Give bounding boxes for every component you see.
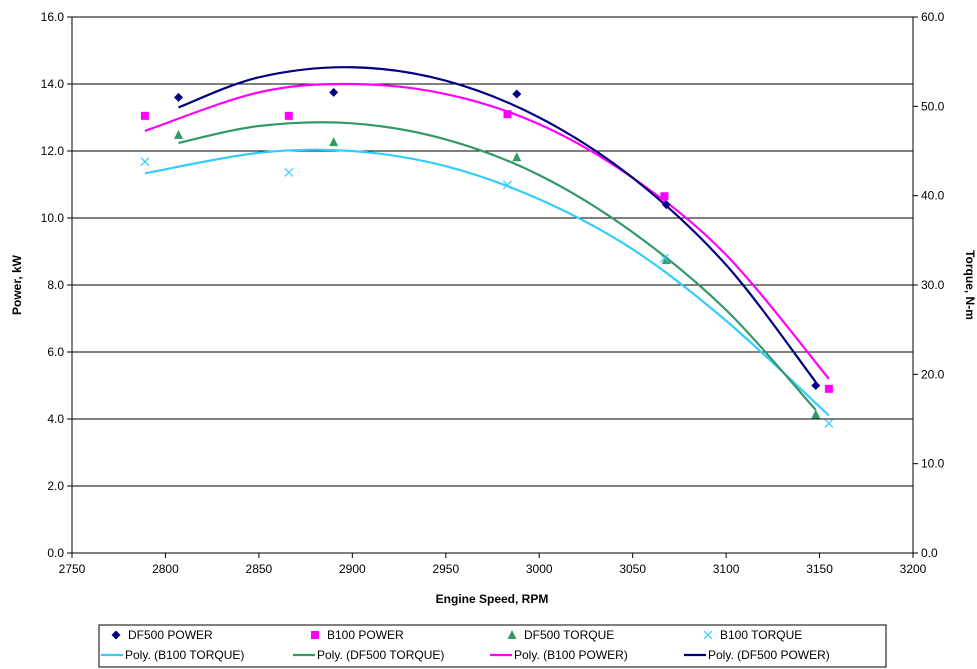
x-tick-label: 3100	[713, 562, 740, 576]
data-point	[811, 381, 821, 390]
y2-tick-label: 60.0	[921, 10, 945, 24]
data-point	[503, 180, 512, 190]
y2-tick-label: 20.0	[921, 367, 945, 381]
y-tick-label: 16.0	[41, 10, 65, 24]
y2-tick-label: 40.0	[921, 189, 945, 203]
y2-axis-ticks: 0.0 10.0 20.0 30.0 40.0 50.0 60.0	[913, 10, 945, 560]
x-tick-label: 2800	[152, 562, 179, 576]
x-tick-label: 3150	[806, 562, 833, 576]
data-point	[284, 168, 294, 177]
legend-items: DF500 POWER B100 POWER DF500 TORQUE B100 TO…	[101, 628, 830, 662]
legend-label: Poly. (DF500 POWER)	[708, 648, 830, 662]
y-axis-ticks: 0.0 2.0 4.0 6.0 8.0 10.0 12.0 14.0 16.0	[41, 10, 72, 560]
legend-label: Poly. (B100 POWER)	[514, 648, 628, 662]
data-point	[660, 192, 669, 201]
legend-label: DF500 TORQUE	[524, 628, 614, 642]
y-tick-label: 14.0	[41, 77, 65, 91]
data-point	[811, 409, 821, 419]
data-point	[174, 92, 184, 102]
legend-label: B100 TORQUE	[720, 628, 802, 642]
x-tick-label: 3200	[900, 562, 927, 576]
legend-marker	[703, 630, 713, 640]
data-points	[140, 87, 834, 428]
trendline	[178, 66, 817, 383]
y-tick-label: 4.0	[47, 412, 64, 426]
y-tick-label: 2.0	[47, 479, 64, 493]
legend-box	[98, 624, 887, 668]
y2-axis-title: Torque, N-m	[963, 250, 977, 320]
x-tick-label: 2950	[432, 562, 459, 576]
x-tick-label: 3000	[526, 562, 553, 576]
data-point	[512, 89, 522, 99]
legend-marker	[507, 630, 517, 639]
legend-label: Poly. (B100 TORQUE)	[125, 648, 244, 662]
x-tick-label: 2850	[246, 562, 273, 576]
x-tick-label: 2900	[339, 562, 366, 576]
y-tick-label: 10.0	[41, 211, 65, 225]
legend-marker	[111, 630, 121, 640]
y-tick-label: 6.0	[47, 345, 64, 359]
data-point	[660, 253, 669, 263]
x-axis-title: Engine Speed, RPM	[436, 592, 549, 606]
legend-label: Poly. (DF500 TORQUE)	[317, 648, 444, 662]
data-point	[512, 152, 522, 162]
legend-marker	[311, 631, 319, 639]
y-axis-title: Power, kW	[10, 254, 24, 315]
data-point	[661, 200, 671, 210]
y2-tick-label: 10.0	[921, 457, 945, 471]
data-point	[284, 111, 293, 120]
data-point	[503, 110, 512, 119]
x-tick-label: 2750	[59, 562, 86, 576]
legend-label: B100 POWER	[327, 628, 404, 642]
data-point	[824, 419, 834, 428]
legend-label: DF500 POWER	[128, 628, 213, 642]
y2-tick-label: 50.0	[921, 99, 945, 113]
data-point	[140, 111, 149, 120]
x-tick-label: 3050	[619, 562, 646, 576]
y2-tick-label: 0.0	[921, 546, 938, 560]
data-point	[824, 384, 833, 393]
gridlines	[72, 83, 913, 487]
y2-tick-label: 30.0	[921, 278, 945, 292]
legend: DF500 POWER B100 POWER DF500 TORQUE B100 TO…	[98, 624, 887, 668]
trendline	[178, 121, 817, 411]
y-tick-label: 8.0	[47, 278, 64, 292]
data-point	[140, 157, 150, 167]
y-tick-label: 0.0	[47, 546, 64, 560]
x-axis-ticks: 2750 2800 2850 2900 2950 3000 3050 3100 3150 3200	[59, 553, 927, 576]
y-tick-label: 12.0	[41, 144, 65, 158]
data-point	[329, 137, 339, 147]
trendline	[144, 82, 830, 380]
data-point	[174, 129, 184, 139]
data-point	[329, 87, 339, 97]
